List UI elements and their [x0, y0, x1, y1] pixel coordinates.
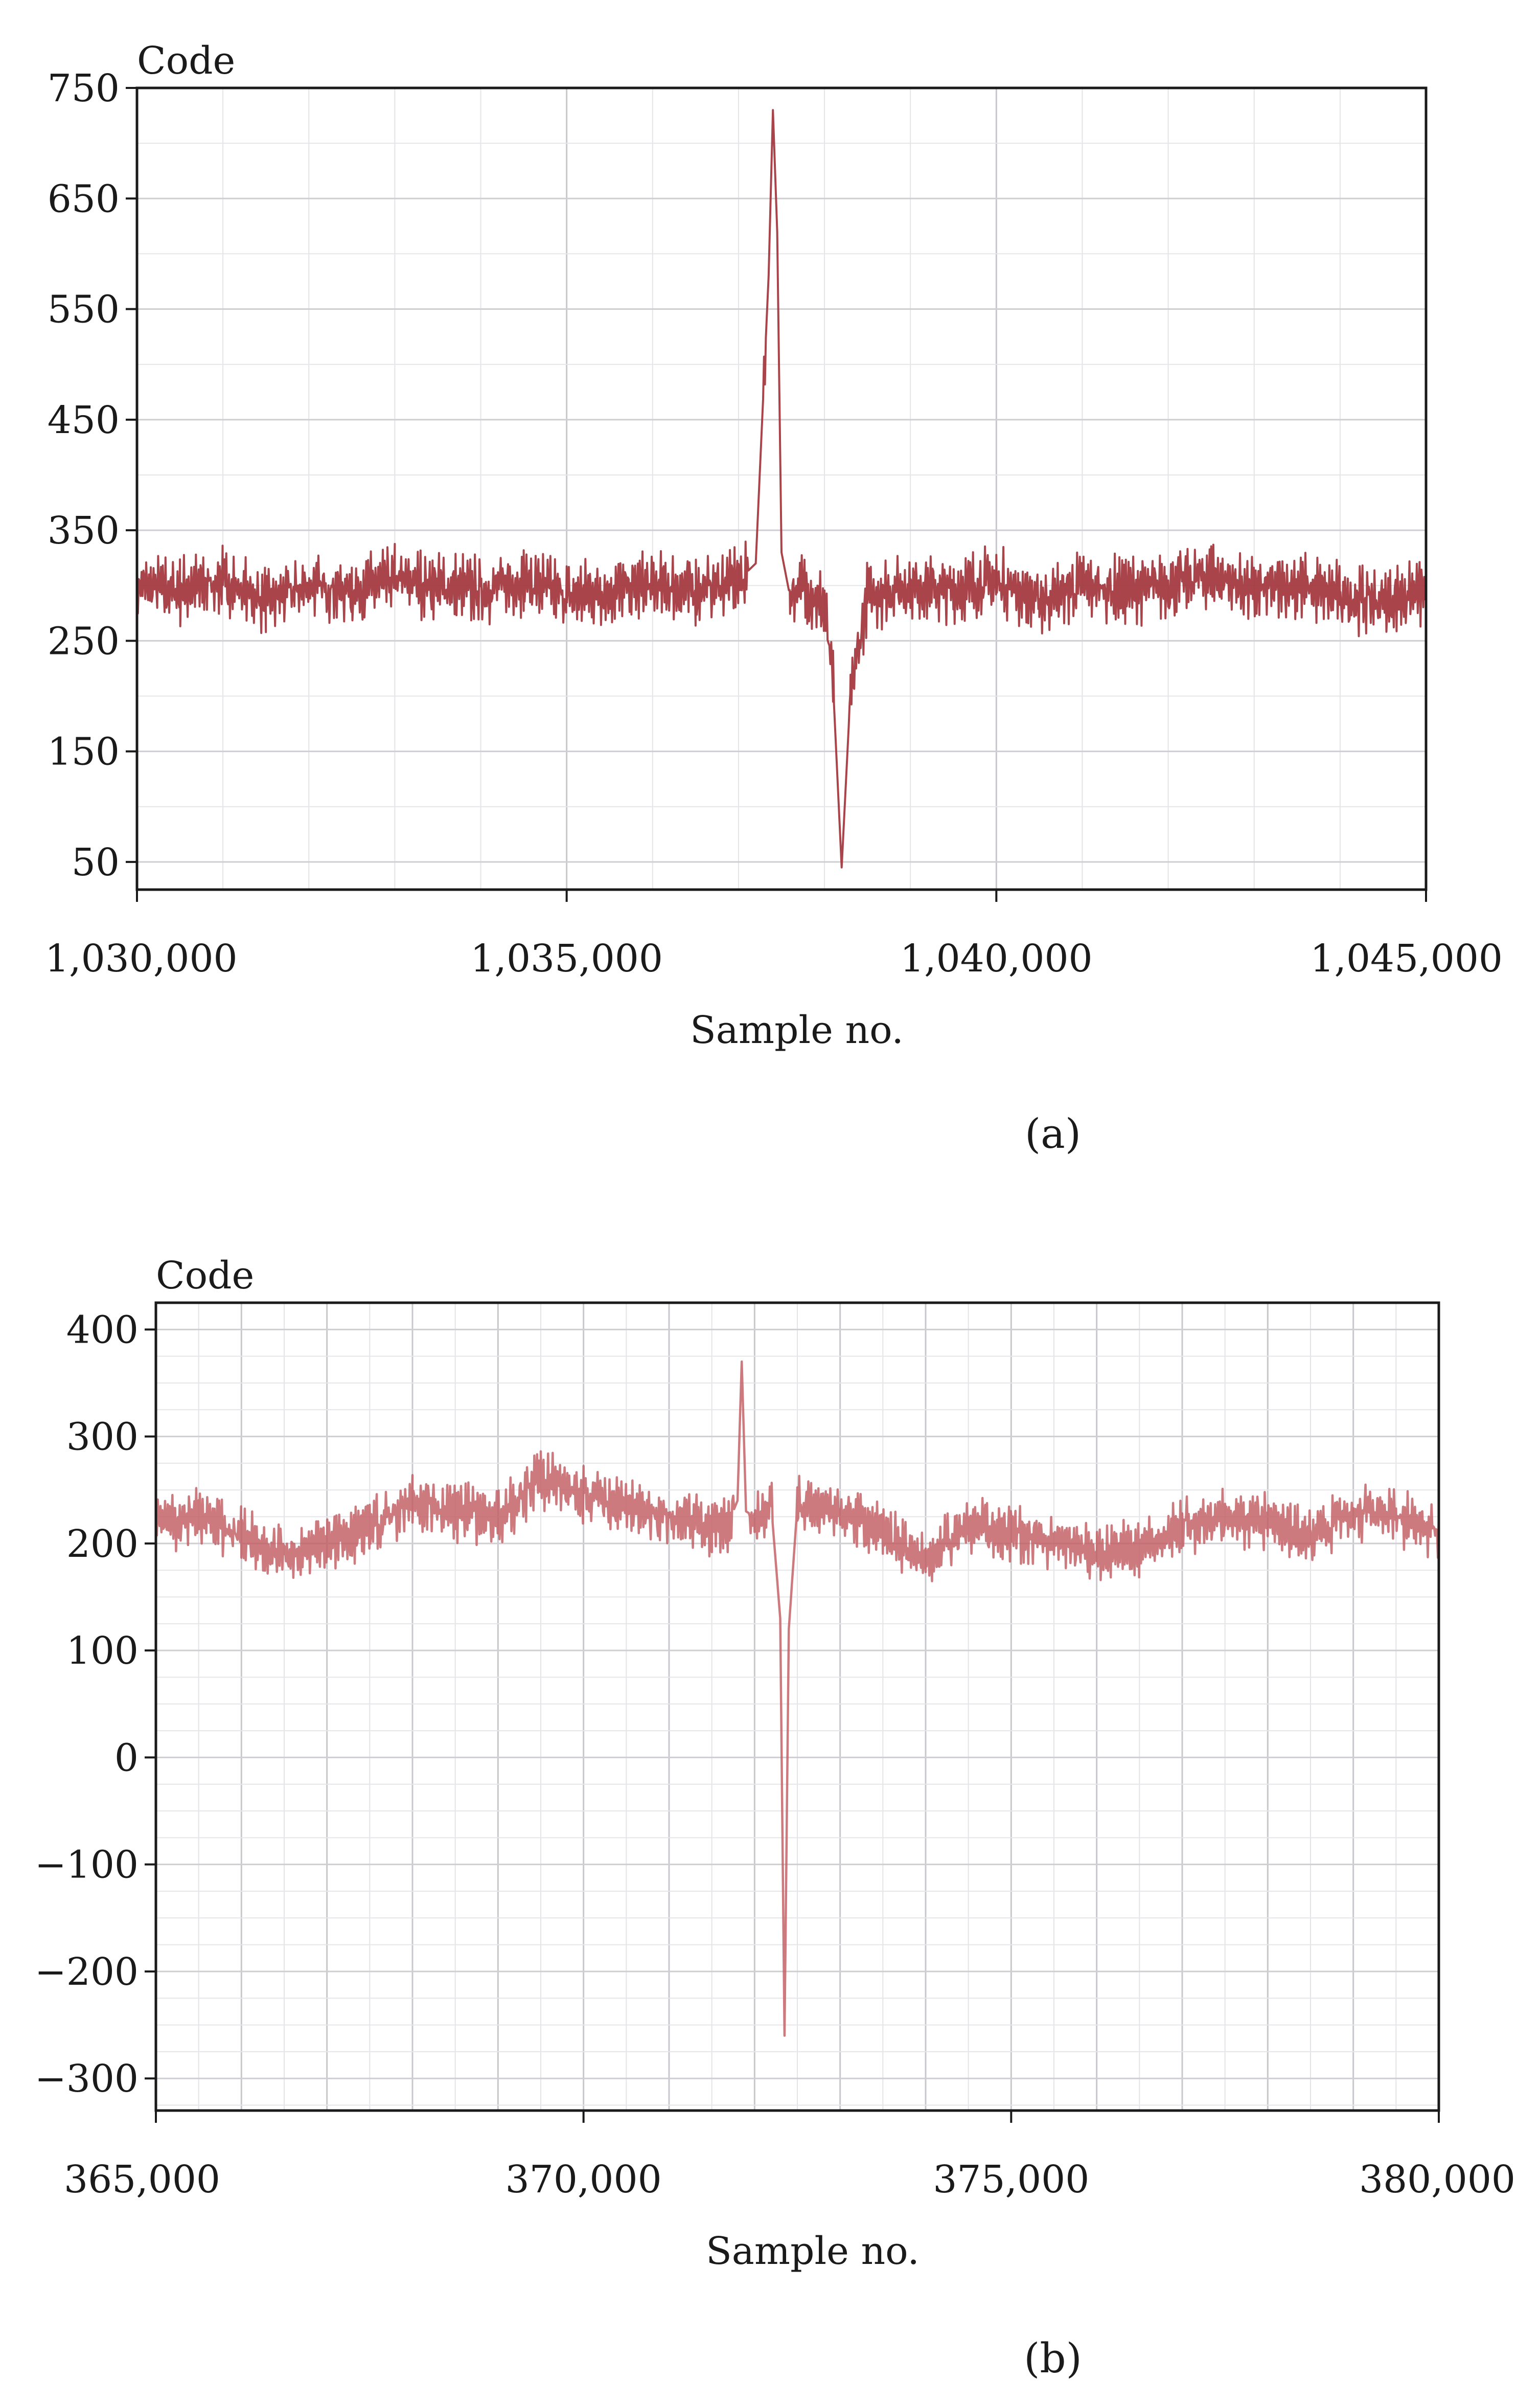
- y-tick-label: 750: [48, 66, 120, 110]
- y-tick-label: 0: [114, 1736, 139, 1780]
- x-tick-label: 375,000: [933, 2158, 1089, 2202]
- x-tick-label: 1,035,000: [470, 937, 663, 981]
- y-tick-label: 400: [66, 1308, 139, 1352]
- y-tick-label: 250: [48, 619, 120, 663]
- panel-label: (b): [1024, 2334, 1082, 2381]
- y-axis-title: Code: [137, 39, 235, 83]
- x-tick-label: 365,000: [64, 2158, 220, 2202]
- chart-panel-a: 750 650 550 450 350 250 150 50 1,030,000 1,035,00…: [45, 39, 1503, 1158]
- y-tick-label: 300: [66, 1415, 139, 1459]
- x-tick-label: 1,040,000: [900, 937, 1093, 981]
- y-tick-label: 350: [48, 509, 120, 553]
- y-tick-label: 550: [48, 288, 120, 332]
- x-tick-label: 1,045,000: [1310, 937, 1503, 981]
- grid: [137, 88, 1426, 890]
- y-tick-label: 650: [48, 177, 120, 221]
- y-tick-label: 200: [66, 1522, 139, 1566]
- y-tick-label: −300: [35, 2057, 139, 2101]
- plot-frame: [154, 1301, 1440, 2112]
- grid: [156, 1303, 1439, 2111]
- y-axis-title: Code: [156, 1254, 254, 1298]
- x-axis-title: Sample no.: [706, 2229, 920, 2273]
- y-tick-label: 150: [48, 730, 120, 774]
- x-tick-label: 1,030,000: [45, 937, 238, 981]
- x-axis-title: Sample no.: [690, 1008, 904, 1052]
- data-series-line: [136, 109, 1427, 869]
- chart-panel-b: 400 300 200 100 0 −100 −200 −300 365,000 370,000 3…: [35, 1254, 1515, 2381]
- y-tick-label: 100: [66, 1629, 139, 1673]
- y-tick-label: −200: [35, 1950, 139, 1994]
- y-tick-label: 50: [72, 841, 120, 885]
- panel-label: (a): [1025, 1110, 1081, 1158]
- data-series-line: [154, 1360, 1440, 2037]
- x-tick-label: 380,000: [1359, 2158, 1515, 2202]
- x-tick-label: 370,000: [505, 2158, 662, 2202]
- y-tick-label: −100: [35, 1843, 139, 1887]
- y-tick-label: 450: [48, 398, 120, 442]
- plot-frame: [135, 86, 1428, 891]
